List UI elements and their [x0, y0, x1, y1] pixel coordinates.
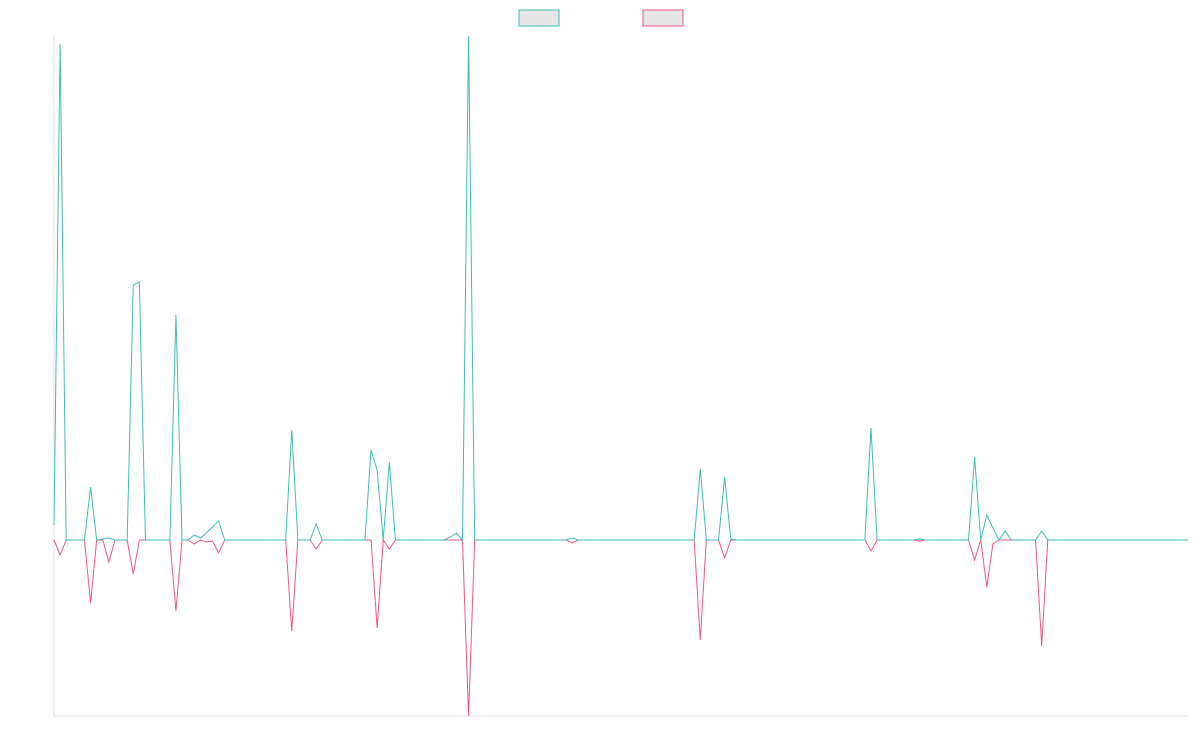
legend-swatch[interactable]	[642, 9, 684, 27]
line-series	[53, 35, 1188, 542]
legend-swatch[interactable]	[518, 9, 560, 27]
line-series	[53, 538, 1188, 717]
